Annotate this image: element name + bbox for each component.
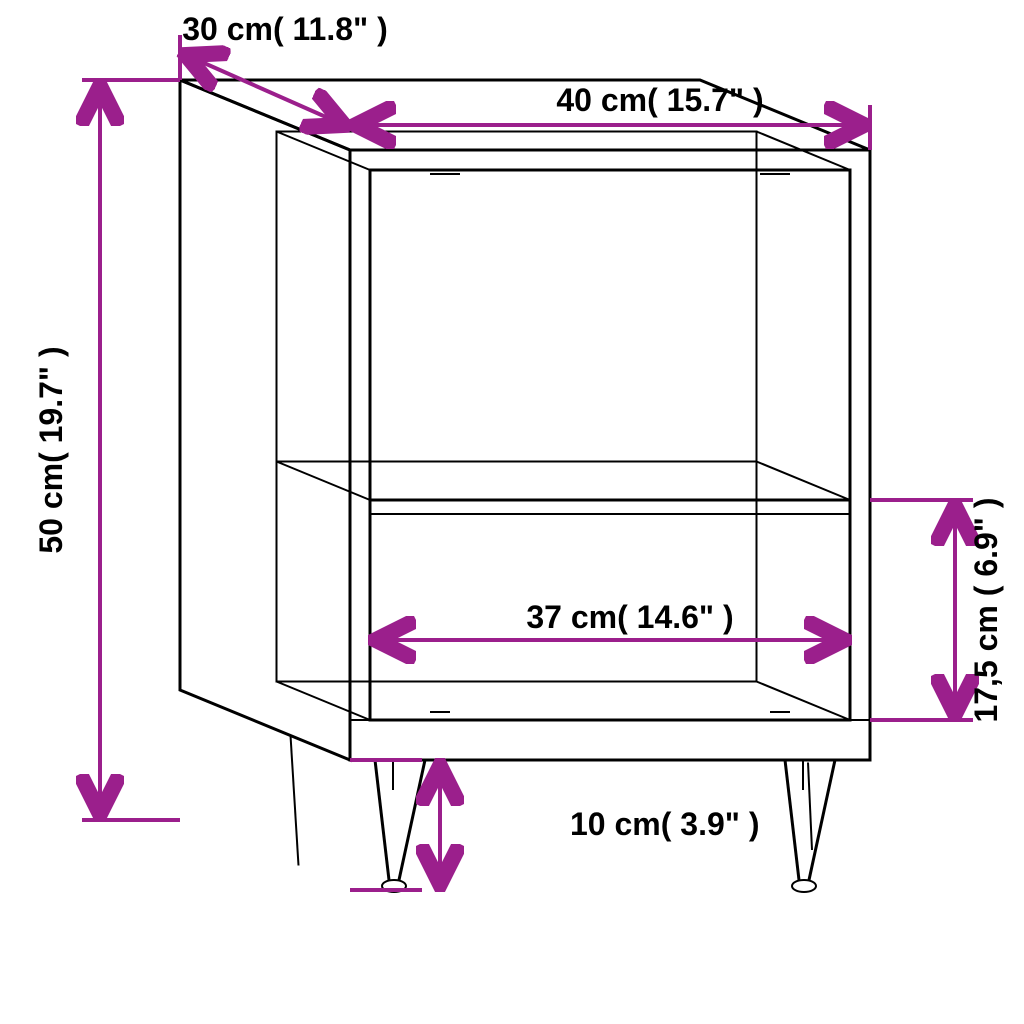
label-leg-height: 10 cm( 3.9" ): [570, 806, 759, 842]
label-height: 50 cm( 19.7" ): [33, 346, 69, 553]
label-depth: 30 cm( 11.8" ): [182, 11, 388, 47]
label-shelf-height: 17,5 cm ( 6.9" ): [968, 497, 1004, 722]
label-width: 40 cm( 15.7" ): [556, 82, 763, 118]
label-inner-width: 37 cm( 14.6" ): [526, 599, 733, 635]
furniture-outline: [180, 80, 870, 892]
